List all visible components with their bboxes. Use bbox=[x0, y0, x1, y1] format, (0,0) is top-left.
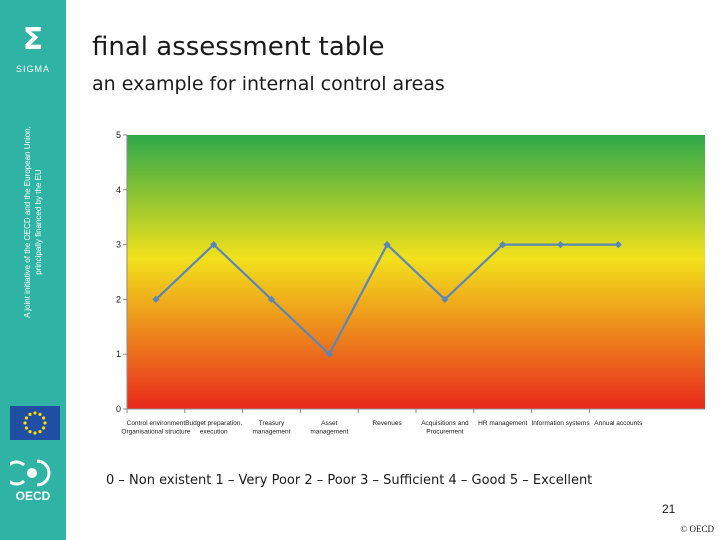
data-point bbox=[210, 241, 218, 249]
slide-title: final assessment table bbox=[92, 32, 385, 62]
x-tick-label-line: Treasury bbox=[259, 420, 285, 427]
x-tick-label-line: Budget preparation, bbox=[185, 420, 242, 427]
data-point bbox=[556, 241, 565, 249]
y-tick-label: 1 bbox=[116, 349, 121, 359]
x-tick-label: Treasury management bbox=[253, 420, 291, 436]
x-tick-label-line: Organisational structure bbox=[121, 429, 190, 436]
data-point bbox=[267, 295, 276, 303]
oecd-logo: OECD bbox=[10, 459, 51, 503]
data-point bbox=[152, 295, 160, 303]
slide-subtitle: an example for internal control areas bbox=[92, 73, 445, 95]
x-tick-label-line: Revenues bbox=[372, 420, 402, 427]
x-tick-label: Information systems bbox=[531, 420, 590, 427]
y-tick-label: 0 bbox=[116, 404, 121, 414]
x-tick-label-line: HR management bbox=[478, 420, 527, 427]
data-point bbox=[499, 241, 507, 249]
x-tick-label-line: management bbox=[253, 429, 291, 436]
y-tick-label: 3 bbox=[116, 240, 121, 250]
sigma-logo-text: SIGMA bbox=[15, 64, 50, 74]
x-tick-label-line: management bbox=[310, 429, 348, 436]
data-point bbox=[383, 241, 391, 249]
x-tick-label-line: Control environment bbox=[127, 420, 186, 427]
data-point bbox=[441, 295, 449, 303]
x-tick-label: Control environment Organisational struct… bbox=[121, 420, 190, 436]
x-tick-label: HR management bbox=[478, 420, 527, 427]
oecd-logo-text: OECD bbox=[16, 489, 51, 503]
sigma-symbol: Σ bbox=[22, 22, 44, 57]
x-tick-label: Budget preparation, execution bbox=[185, 420, 242, 436]
x-tick-label-line: Asset bbox=[321, 420, 337, 427]
x-tick-label-line: execution bbox=[200, 429, 228, 436]
x-tick-label: Revenues bbox=[372, 420, 402, 427]
x-tick-label: Asset management bbox=[310, 420, 348, 436]
x-tick-label: Acquisitions and Procurement bbox=[421, 420, 469, 436]
y-tick-label: 2 bbox=[116, 294, 121, 304]
page-number: 21 bbox=[662, 502, 676, 516]
x-tick-label: Annual accounts bbox=[594, 420, 643, 427]
x-tick-label-line: Acquisitions and bbox=[421, 420, 469, 427]
rating-scale-legend: 0 – Non existent 1 – Very Poor 2 – Poor … bbox=[106, 473, 593, 488]
copyright-notice: © OECD bbox=[680, 524, 714, 534]
y-tick-label: 5 bbox=[116, 130, 121, 140]
data-point bbox=[325, 350, 333, 358]
y-tick-label: 4 bbox=[116, 185, 121, 195]
x-tick-label-line: Procurement bbox=[426, 429, 463, 436]
sidebar: Σ SIGMA A joint initiative of the OECD a… bbox=[0, 0, 66, 540]
x-tick-label-line: Annual accounts bbox=[594, 420, 643, 427]
eu-flag-icon bbox=[10, 406, 60, 440]
x-tick-label-line: Information systems bbox=[531, 420, 590, 427]
data-point bbox=[614, 241, 622, 249]
